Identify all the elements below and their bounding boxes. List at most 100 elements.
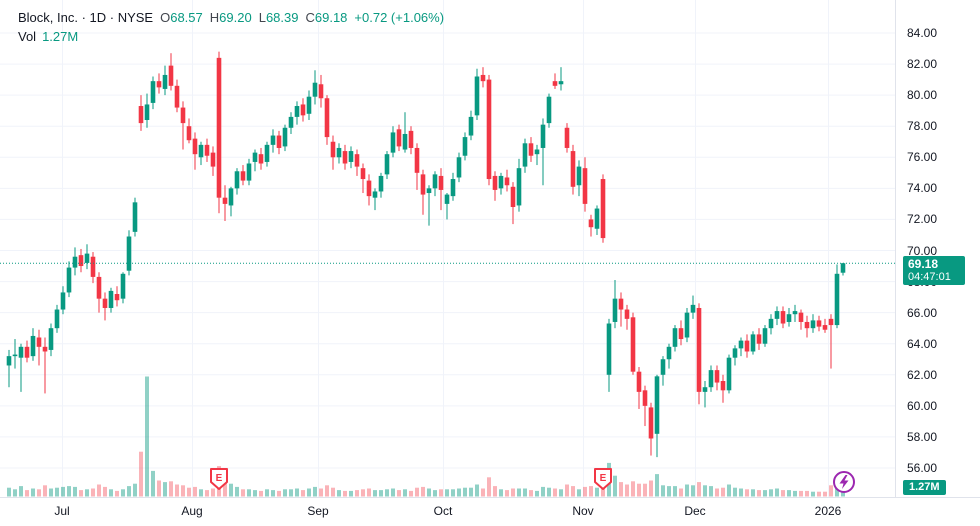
volume-bar xyxy=(517,488,521,497)
candle-body xyxy=(492,175,498,190)
volume-bar xyxy=(751,489,755,497)
candle-wick xyxy=(542,118,544,186)
volume-bar xyxy=(703,485,707,497)
time-axis[interactable]: Jul Aug Sep Oct Nov Dec 2026 xyxy=(0,497,980,526)
time-axis-label: Jul xyxy=(54,504,70,518)
candle-body xyxy=(48,328,54,350)
volume-bar xyxy=(109,489,113,497)
candle-body xyxy=(330,141,336,158)
candle-body xyxy=(324,98,330,138)
volume-bar xyxy=(157,480,161,497)
volume-bar xyxy=(631,481,635,497)
volume-bar xyxy=(91,488,95,497)
volume-bar xyxy=(625,484,629,497)
volume-bar xyxy=(823,491,827,497)
volume-bar xyxy=(433,490,437,497)
lightning-icon[interactable] xyxy=(833,471,855,493)
candle-body xyxy=(378,175,384,192)
volume-bar xyxy=(529,490,533,497)
volume-bar xyxy=(511,488,515,497)
price-axis[interactable]: 84.00 82.00 80.00 78.00 76.00 74.00 72.00 70.00… xyxy=(895,0,980,497)
candle-wick xyxy=(44,337,46,394)
candle-wick xyxy=(374,188,376,211)
candle-body xyxy=(90,256,96,277)
volume-bar xyxy=(229,483,233,497)
candle-body xyxy=(144,104,150,120)
open-value: 68.57 xyxy=(170,10,203,25)
candle-body xyxy=(564,127,570,148)
candle-body xyxy=(738,340,744,349)
volume-bar xyxy=(613,475,617,497)
candle-wick xyxy=(8,349,10,388)
high-label: H xyxy=(209,10,220,25)
candle-body xyxy=(684,312,690,338)
volume-bar xyxy=(187,487,191,497)
volume-bar xyxy=(277,490,281,497)
earnings-flag-shape xyxy=(210,468,228,490)
volume-bar xyxy=(805,490,809,497)
volume-bar xyxy=(559,489,563,497)
volume-bar xyxy=(409,490,413,497)
price-axis-label: 78.00 xyxy=(907,119,938,134)
candle-body xyxy=(444,194,450,204)
volume-bar xyxy=(547,487,551,497)
volume-bar xyxy=(553,488,557,497)
close-value: 69.18 xyxy=(314,10,348,25)
candle-body xyxy=(312,82,318,97)
candle-body xyxy=(342,151,348,164)
time-axis-label: Nov xyxy=(572,504,594,518)
candle-wick xyxy=(14,339,16,369)
candle-body xyxy=(174,85,180,108)
volume-bar xyxy=(37,489,41,497)
volume-bar xyxy=(445,489,449,497)
candle-body xyxy=(180,107,186,124)
candle-body xyxy=(606,323,612,375)
candle-body xyxy=(576,166,582,186)
volume-bar xyxy=(343,490,347,497)
candle-body xyxy=(318,84,324,99)
candle-body xyxy=(456,157,462,178)
candle-body xyxy=(216,57,222,198)
volume-bar xyxy=(325,485,329,497)
volume-bar xyxy=(349,490,353,497)
candle-body xyxy=(108,290,114,308)
candle-body xyxy=(594,208,600,229)
candle-body xyxy=(678,328,684,340)
candle-body xyxy=(822,325,828,330)
volume-bar xyxy=(211,488,215,497)
volume-bar xyxy=(691,485,695,497)
candle-body xyxy=(828,318,834,326)
earnings-icon[interactable]: E xyxy=(594,468,612,490)
volume-bar xyxy=(301,490,305,497)
volume-bar xyxy=(523,488,527,497)
candle-body xyxy=(636,371,642,392)
volume-bar xyxy=(415,487,419,497)
candle-body xyxy=(54,309,60,329)
candle-body xyxy=(222,197,228,204)
volume-bar xyxy=(97,484,101,497)
candle-body xyxy=(810,320,816,329)
candle-body xyxy=(246,163,252,181)
volume-bar xyxy=(535,490,539,497)
candle-body xyxy=(210,152,216,167)
candle-wick xyxy=(704,381,706,408)
volume-bar xyxy=(745,489,749,497)
volume-bar xyxy=(247,489,251,497)
candle-body xyxy=(192,138,198,155)
earnings-icon[interactable]: E xyxy=(210,468,228,490)
low-label: L xyxy=(258,10,266,25)
volume-bar xyxy=(115,490,119,497)
time-axis-label: 2026 xyxy=(814,504,842,518)
symbol-title[interactable]: Block, Inc. · 1D · NYSE xyxy=(18,10,154,25)
candle-body xyxy=(486,79,492,180)
volume-bar xyxy=(763,490,767,497)
volume-bar xyxy=(769,489,773,497)
candle-body xyxy=(60,292,66,310)
volume-bar xyxy=(151,470,155,497)
candle-body xyxy=(132,202,138,232)
candle-body xyxy=(582,168,588,204)
candle-body xyxy=(390,132,396,153)
volume-bar xyxy=(667,486,671,497)
candle-wick xyxy=(446,193,448,220)
